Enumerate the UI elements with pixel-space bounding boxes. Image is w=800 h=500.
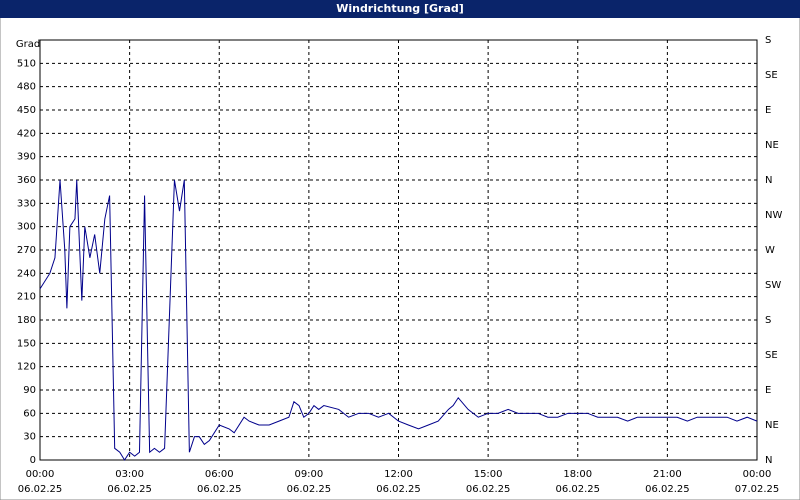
- y2-tick-label: S: [765, 35, 771, 46]
- y2-tick-label: SE: [765, 70, 778, 81]
- y2-tick-label: E: [765, 385, 771, 396]
- y2-tick-label: E: [765, 105, 771, 116]
- x-tick-label: 00:00: [26, 469, 55, 480]
- x-tick-label: 18:00: [563, 469, 592, 480]
- y2-tick-label: SW: [765, 280, 781, 291]
- y-tick-label: 360: [17, 175, 36, 186]
- y-tick-label: 30: [23, 432, 36, 443]
- y-tick-label: 90: [23, 385, 36, 396]
- y2-tick-label: N: [765, 455, 772, 466]
- x-tick-label: 00:00: [743, 469, 772, 480]
- x-tick-date: 07.02.25: [735, 484, 780, 495]
- y-tick-label: 270: [17, 245, 36, 256]
- y2-tick-label: NE: [765, 420, 779, 431]
- y2-tick-label: S: [765, 315, 771, 326]
- x-tick-label: 15:00: [474, 469, 503, 480]
- y2-tick-label: N: [765, 175, 772, 186]
- y-tick-label: 480: [17, 82, 36, 93]
- y2-tick-label: NE: [765, 140, 779, 151]
- y-axis-label: Grad: [16, 39, 40, 50]
- y-tick-label: 150: [17, 338, 36, 349]
- x-tick-date: 06.02.25: [18, 484, 63, 495]
- y-tick-label: 300: [17, 222, 36, 233]
- x-tick-date: 06.02.25: [197, 484, 242, 495]
- y-tick-label: 390: [17, 152, 36, 163]
- chart-title: Windrichtung [Grad]: [336, 2, 464, 15]
- y-tick-label: 120: [17, 362, 36, 373]
- x-tick-date: 06.02.25: [107, 484, 152, 495]
- y2-tick-label: NW: [765, 210, 782, 221]
- y-tick-label: 0: [30, 455, 36, 466]
- y-tick-label: 450: [17, 105, 36, 116]
- x-tick-date: 06.02.25: [376, 484, 421, 495]
- y-tick-label: 330: [17, 198, 36, 209]
- title-bar: [0, 0, 800, 18]
- y-tick-label: 180: [17, 315, 36, 326]
- y-tick-label: 510: [17, 58, 36, 69]
- x-tick-label: 12:00: [384, 469, 413, 480]
- x-tick-label: 21:00: [653, 469, 682, 480]
- x-tick-label: 09:00: [294, 469, 323, 480]
- x-tick-date: 06.02.25: [466, 484, 511, 495]
- x-tick-date: 06.02.25: [287, 484, 332, 495]
- y-tick-label: 210: [17, 292, 36, 303]
- y-tick-label: 420: [17, 128, 36, 139]
- x-tick-date: 06.02.25: [555, 484, 600, 495]
- y2-tick-label: W: [765, 245, 775, 256]
- data-line: [39, 179, 758, 461]
- x-tick-label: 06:00: [205, 469, 234, 480]
- x-tick-label: 03:00: [115, 469, 144, 480]
- x-tick-date: 06.02.25: [645, 484, 690, 495]
- y-tick-label: 240: [17, 268, 36, 279]
- y2-tick-label: SE: [765, 350, 778, 361]
- y-tick-label: 60: [23, 408, 36, 419]
